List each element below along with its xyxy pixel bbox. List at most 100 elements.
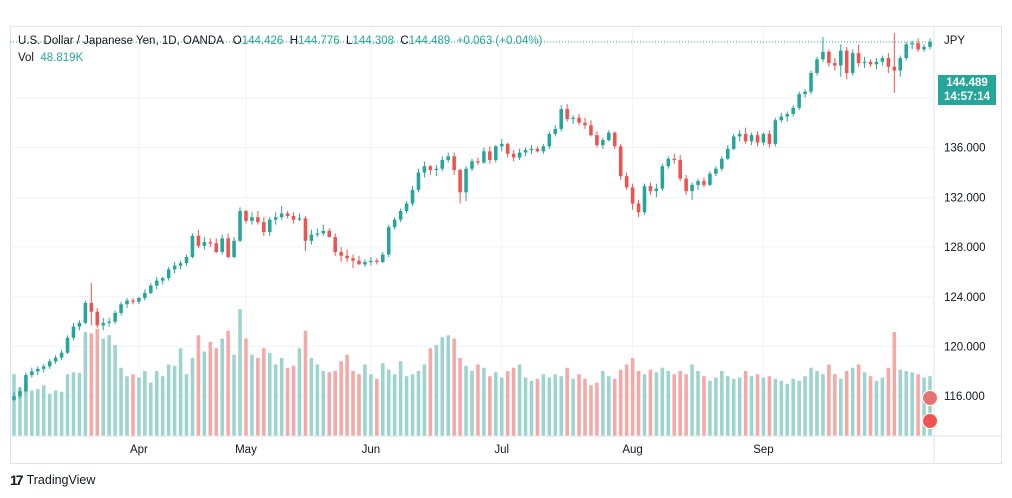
candle-body	[125, 300, 129, 305]
volume-bar	[678, 371, 682, 436]
candle-body	[232, 240, 236, 257]
candle-body	[696, 181, 700, 185]
volume-bar	[499, 377, 504, 436]
volume-bar	[137, 377, 141, 436]
candle-body	[351, 258, 355, 261]
volume-bar	[71, 372, 76, 436]
candle-body	[315, 233, 320, 235]
candle-body	[202, 242, 207, 246]
y-tick-label: 120.000	[944, 341, 986, 353]
vol-label[interactable]: Vol	[18, 52, 34, 64]
y-tick-label: 132.000	[944, 192, 986, 204]
candle-body	[797, 94, 801, 108]
volume-bar	[862, 372, 867, 436]
volume-bar	[36, 389, 40, 436]
branding-text: TradingView	[26, 473, 96, 487]
candle-body	[476, 161, 480, 163]
volume-bar	[910, 372, 914, 436]
volume-bar	[410, 374, 415, 436]
volume-bar	[886, 367, 891, 436]
candle-body	[666, 158, 671, 167]
volume-bar	[565, 367, 569, 436]
volume-bar	[297, 348, 302, 436]
candle-body	[898, 58, 903, 71]
volume-bar	[749, 376, 754, 436]
candle-body	[601, 140, 605, 146]
candle-body	[791, 107, 795, 115]
x-tick-label: Jul	[494, 444, 509, 456]
volume-bar	[547, 377, 552, 436]
volume-legend: Vol 48.819K	[18, 52, 83, 64]
candle-body	[636, 203, 641, 213]
jp-flag-icon[interactable]	[922, 413, 938, 429]
volume-bar	[666, 371, 671, 436]
candle-body	[731, 136, 736, 149]
volume-bar	[922, 377, 926, 436]
volume-bar	[273, 364, 278, 436]
candle-body	[262, 222, 266, 233]
candle-body	[410, 189, 415, 204]
candle-body	[18, 391, 22, 397]
axis-currency[interactable]: JPY	[944, 35, 966, 47]
candle-body	[392, 219, 397, 228]
candle-body	[369, 260, 373, 262]
volume-bar	[523, 377, 528, 436]
close-label: C	[400, 35, 409, 47]
symbol-title[interactable]: U.S. Dollar / Japanese Yen, 1D, OANDA	[18, 35, 224, 47]
high-label: H	[289, 35, 299, 47]
candle-body	[565, 109, 569, 119]
candle-body	[624, 176, 629, 188]
volume-bar	[505, 371, 510, 436]
candle-body	[178, 263, 183, 266]
last-price-value: 144.489	[946, 77, 988, 89]
candle-body	[511, 153, 516, 158]
us-flag-icon[interactable]	[922, 390, 938, 406]
candle-body	[755, 135, 760, 143]
volume-bar	[339, 361, 343, 436]
volume-bar	[321, 371, 326, 436]
volume-bar	[892, 332, 897, 436]
candle-body	[95, 311, 100, 326]
candle-body	[214, 243, 219, 253]
volume-bar	[690, 364, 694, 436]
volume-bar	[714, 377, 718, 436]
chart-frame	[10, 26, 1002, 464]
x-tick-label: Jun	[362, 444, 381, 456]
volume-bar	[494, 372, 498, 436]
volume-bar	[672, 374, 677, 436]
open-value: 144.426	[241, 35, 284, 47]
volume-bar	[797, 380, 801, 436]
volume-bar	[833, 374, 837, 436]
candle-body	[244, 210, 248, 221]
volume-bar	[642, 374, 647, 436]
candle-body	[618, 146, 623, 177]
candle-body	[827, 51, 831, 64]
volume-bar	[458, 358, 462, 436]
candle-body	[220, 238, 224, 253]
candle-body	[458, 169, 462, 193]
volume-bar	[868, 376, 873, 436]
candle-body	[648, 186, 653, 192]
volume-bar	[821, 374, 825, 436]
x-axis-ticks: Apr May Jun Jul Aug Sep	[130, 444, 774, 456]
volume-bar	[440, 337, 445, 436]
volume-bar	[696, 371, 700, 436]
volume-bar	[327, 372, 332, 436]
candle-body	[809, 72, 813, 92]
volume-bar	[743, 371, 748, 436]
x-tick-label: Apr	[130, 444, 148, 456]
volume-bar	[731, 378, 736, 436]
volume-bar	[434, 345, 439, 436]
volume-bar	[113, 345, 117, 436]
last-price-tag: 144.489 14:57:14	[938, 75, 996, 105]
candle-body	[65, 337, 70, 353]
candle-body	[41, 366, 46, 369]
candle-body	[160, 278, 165, 281]
volume-bar	[279, 358, 284, 436]
tradingview-logo[interactable]: 17 TradingView	[10, 472, 95, 488]
candle-body	[190, 235, 195, 257]
volume-bar	[24, 384, 28, 436]
candle-body	[131, 300, 135, 302]
candle-body	[89, 302, 94, 312]
